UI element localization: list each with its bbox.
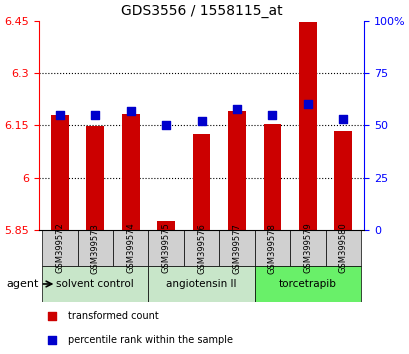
- Bar: [227, 111, 245, 230]
- Text: percentile rank within the sample: percentile rank within the sample: [68, 335, 232, 345]
- FancyBboxPatch shape: [77, 230, 113, 266]
- FancyBboxPatch shape: [183, 230, 219, 266]
- Text: GSM399578: GSM399578: [267, 223, 276, 274]
- Point: [339, 116, 346, 122]
- Bar: [334, 131, 351, 230]
- FancyBboxPatch shape: [148, 266, 254, 302]
- FancyBboxPatch shape: [42, 266, 148, 302]
- Point: [198, 118, 204, 124]
- Text: torcetrapib: torcetrapib: [278, 279, 336, 289]
- Bar: [157, 221, 175, 230]
- Bar: [121, 114, 139, 230]
- FancyBboxPatch shape: [42, 230, 77, 266]
- Point: [56, 112, 63, 118]
- Title: GDS3556 / 1558115_at: GDS3556 / 1558115_at: [121, 4, 282, 18]
- FancyBboxPatch shape: [254, 230, 290, 266]
- Bar: [263, 124, 281, 230]
- Point: [233, 106, 240, 112]
- Text: GSM399579: GSM399579: [303, 223, 312, 273]
- Text: solvent control: solvent control: [56, 279, 134, 289]
- Text: GSM399573: GSM399573: [90, 223, 99, 274]
- Text: agent: agent: [6, 279, 38, 289]
- FancyBboxPatch shape: [325, 230, 360, 266]
- FancyBboxPatch shape: [254, 266, 360, 302]
- Point: [162, 122, 169, 128]
- FancyBboxPatch shape: [219, 230, 254, 266]
- Text: GSM399580: GSM399580: [338, 223, 347, 273]
- Point: [127, 108, 134, 114]
- Point: [304, 102, 310, 107]
- Text: GSM399575: GSM399575: [161, 223, 170, 273]
- FancyBboxPatch shape: [113, 230, 148, 266]
- FancyBboxPatch shape: [290, 230, 325, 266]
- Bar: [51, 115, 69, 230]
- Text: GSM399576: GSM399576: [197, 223, 206, 274]
- Text: angiotensin II: angiotensin II: [166, 279, 236, 289]
- Point: [316, 18, 323, 24]
- FancyBboxPatch shape: [148, 230, 183, 266]
- Text: GSM399572: GSM399572: [55, 223, 64, 273]
- Bar: [298, 22, 316, 230]
- Text: transformed count: transformed count: [68, 311, 158, 321]
- Bar: [86, 126, 104, 230]
- Point: [268, 112, 275, 118]
- Point: [92, 112, 98, 118]
- Text: GSM399574: GSM399574: [126, 223, 135, 273]
- Text: GSM399577: GSM399577: [232, 223, 241, 274]
- Bar: [192, 134, 210, 230]
- Point: [316, 236, 323, 242]
